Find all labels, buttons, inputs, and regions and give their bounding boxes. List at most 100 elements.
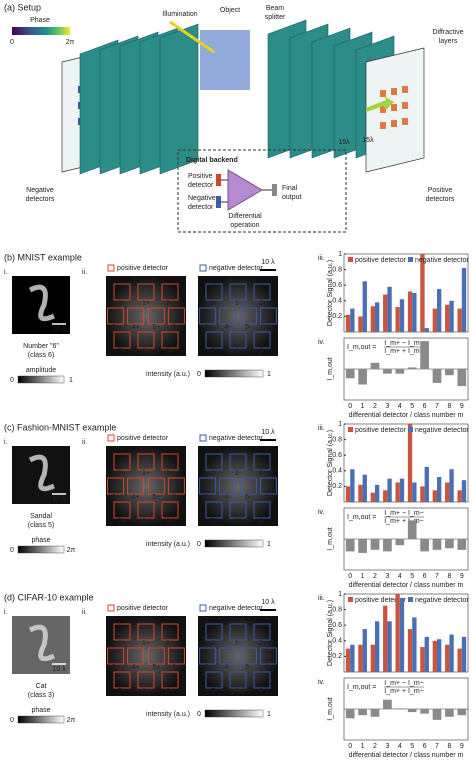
detector-square	[107, 307, 125, 325]
bar	[345, 648, 351, 672]
bar	[445, 369, 454, 376]
colorbar-min: 0	[197, 711, 201, 718]
bar	[375, 302, 380, 332]
x-axis-label: differential detector / class number m	[349, 412, 464, 419]
detector-square	[253, 623, 271, 641]
detector-square	[259, 647, 277, 665]
detector-label: 7+	[118, 518, 126, 525]
detector-label: 4+	[132, 494, 140, 501]
x-tick-label: 6	[423, 743, 427, 750]
x-tick-label: 2	[373, 573, 377, 580]
detector-label: 4-	[224, 664, 231, 671]
x-tick-label: 4	[398, 743, 402, 750]
detector-label: 8-	[235, 348, 242, 355]
bar	[350, 308, 355, 332]
bar	[457, 539, 467, 550]
detector-square	[253, 331, 271, 349]
positive-detector-pixel	[380, 106, 386, 113]
bar	[375, 484, 380, 502]
formula: I_m+ − I_m−	[384, 680, 424, 687]
scale-label: 10 λ	[261, 259, 275, 266]
detector-square	[113, 331, 131, 349]
intensity-map	[198, 446, 278, 526]
y-tick-label: 1	[338, 591, 342, 598]
detector-label: 8-	[235, 688, 242, 695]
colorbar-max: 2π	[67, 717, 76, 724]
x-tick-label: 0	[348, 403, 352, 410]
colorbar-max: 1	[69, 377, 73, 384]
bar	[387, 478, 392, 502]
detector-label: 4+	[132, 324, 140, 331]
positive-detector-pixel	[402, 86, 408, 93]
detector-label: 9+	[166, 518, 174, 525]
scale-label: 10 λ	[52, 326, 66, 333]
detector-label: 5-	[245, 494, 252, 501]
detector-square	[205, 283, 223, 301]
detector-label: 0+	[118, 640, 126, 647]
x-tick-label: 0	[348, 743, 352, 750]
bar	[383, 539, 392, 552]
backend-positive: detector	[188, 182, 214, 189]
colorbar-label: intensity (a.u.)	[146, 711, 190, 718]
y-tick-label: 0.2	[332, 653, 342, 660]
detector-label: 3+	[112, 494, 120, 501]
wires	[221, 179, 272, 203]
y-axis-label: I_m,out	[327, 357, 334, 380]
detector-square	[199, 647, 217, 665]
y-axis-label: Detector Signal (a.u.)	[327, 600, 334, 666]
bar	[445, 304, 450, 332]
bar	[399, 299, 405, 332]
x-tick-label: 1	[361, 403, 365, 410]
bar	[412, 617, 417, 672]
x-tick-label: 5	[410, 573, 414, 580]
x-axis-label: differential detector / class number m	[349, 582, 464, 589]
bar	[399, 597, 405, 672]
sub-label: i.	[4, 269, 8, 276]
bar	[445, 482, 450, 502]
legend-label: negative detector	[415, 257, 469, 264]
detector-square	[219, 647, 237, 665]
bar	[358, 539, 367, 553]
detector-label: 2+	[166, 470, 174, 477]
bar	[375, 621, 380, 672]
x-tick-label: 5	[410, 403, 414, 410]
detector-square	[205, 331, 223, 349]
detector-label: 5+	[152, 324, 160, 331]
positive-detector-pixel	[380, 90, 386, 97]
detector-label: 7-	[211, 688, 218, 695]
bar	[457, 490, 462, 502]
detector-square	[127, 307, 145, 325]
detector-square	[161, 671, 179, 689]
bar	[387, 286, 392, 332]
bar	[395, 539, 405, 546]
beam-splitter-label: Beam	[266, 5, 284, 12]
colorbar-min: 0	[10, 547, 14, 554]
formula: I_m+ + I_m−	[384, 518, 424, 525]
bar	[399, 478, 405, 502]
x-tick-label: 6	[423, 573, 427, 580]
detector-label: 7+	[118, 348, 126, 355]
formula: I_m,out =	[347, 514, 376, 521]
detector-square	[113, 283, 131, 301]
legend-label: positive detector	[117, 605, 169, 612]
intensity-map	[198, 276, 278, 356]
detector-label: 1-	[235, 470, 242, 477]
detector-square	[219, 307, 237, 325]
bar	[358, 369, 367, 385]
detector-label: 9-	[259, 348, 266, 355]
detector-square	[127, 647, 145, 665]
bar	[395, 708, 405, 709]
detector-label: 6-	[265, 494, 272, 501]
detector-label: 0-	[211, 640, 218, 647]
bar	[420, 647, 425, 672]
legend-swatch	[107, 604, 115, 612]
detector-label: 3-	[204, 324, 211, 331]
bar	[432, 308, 437, 332]
detector-square	[205, 453, 223, 471]
beam-splitter	[200, 30, 250, 90]
y-axis-label: Detector Signal (a.u.)	[327, 260, 334, 326]
x-tick-label: 7	[435, 573, 439, 580]
detector-label: 0+	[118, 470, 126, 477]
detector-label: 9-	[259, 688, 266, 695]
x-tick-label: 7	[435, 743, 439, 750]
